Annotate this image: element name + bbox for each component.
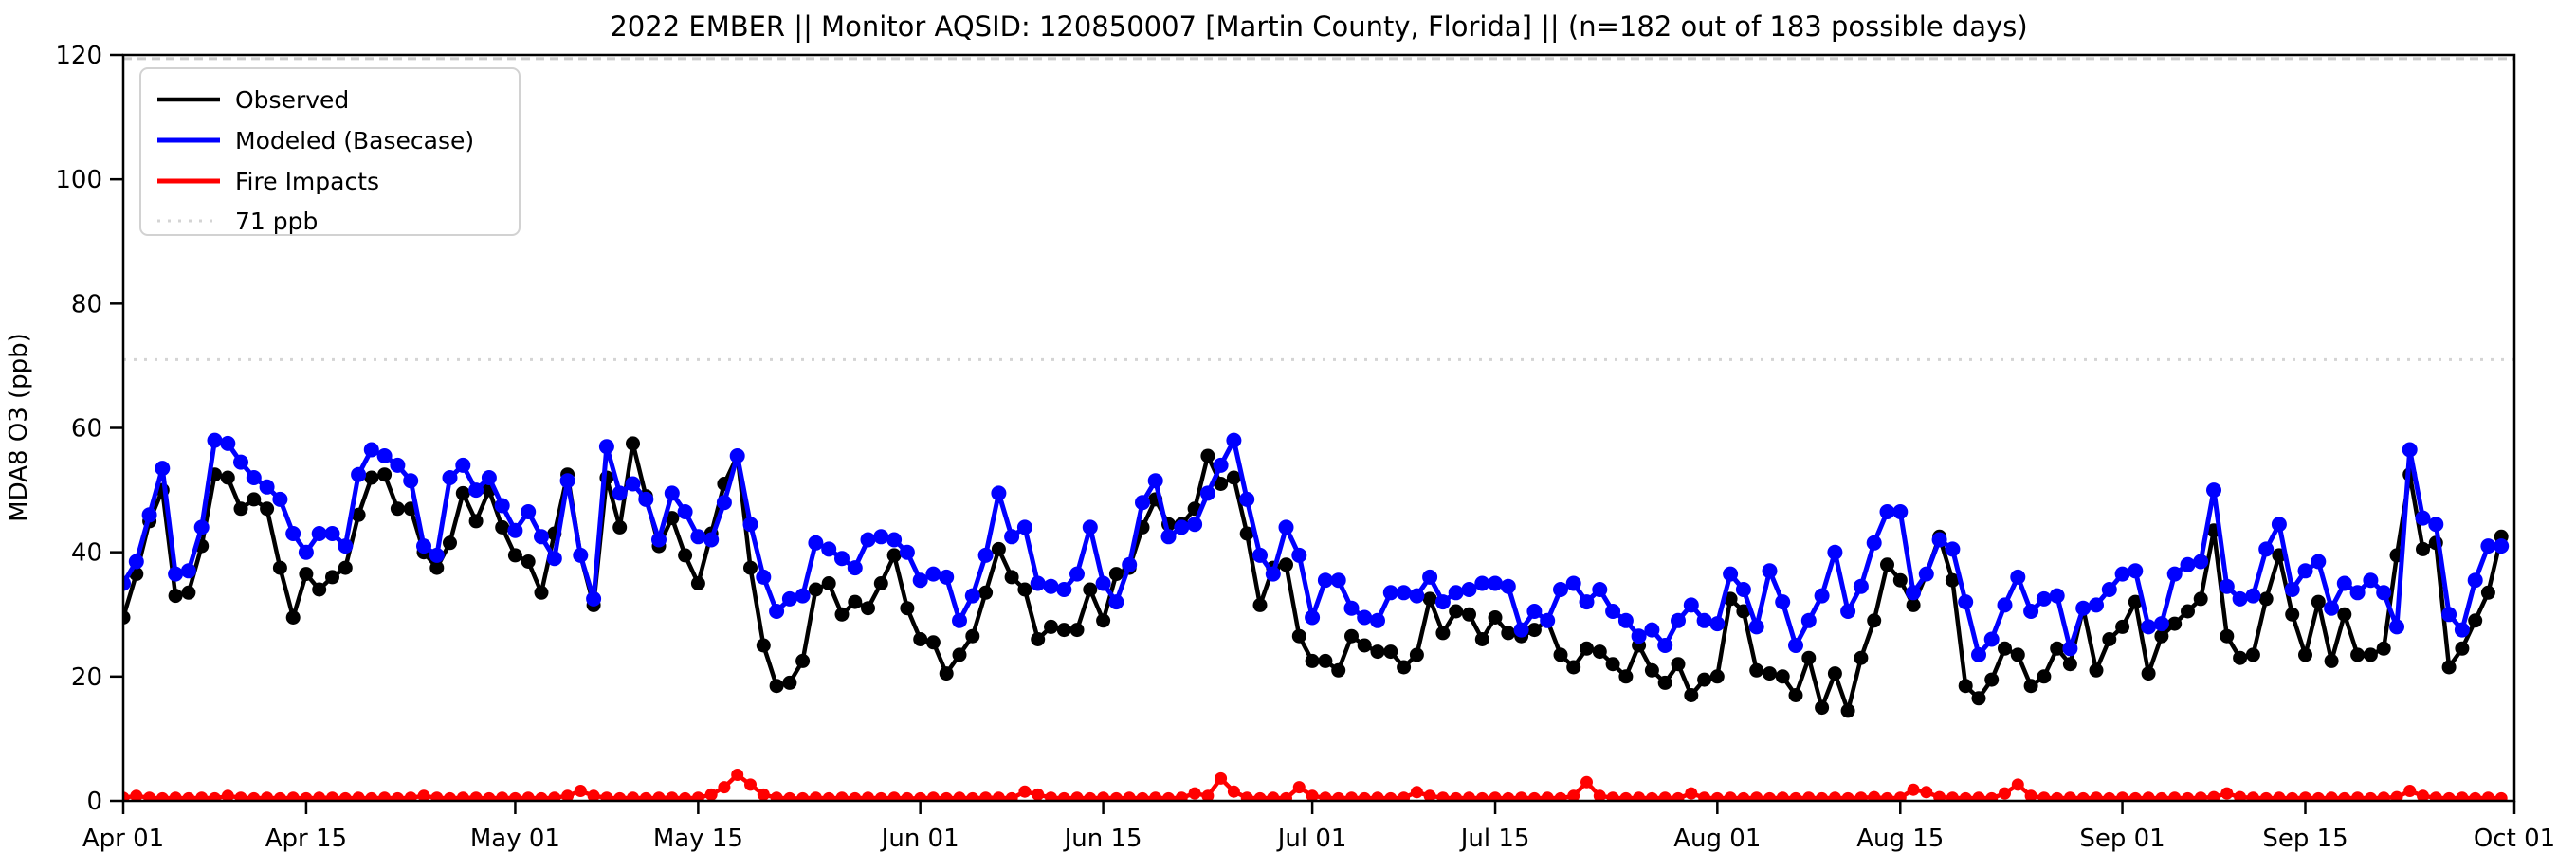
- legend: Observed Modeled (Basecase) Fire Impacts…: [139, 67, 521, 236]
- fire-impacts-series: [123, 769, 2508, 801]
- observed-series: [123, 436, 2509, 718]
- reference-lines: [123, 57, 2514, 361]
- x-tick-label: Oct 01: [2474, 825, 2555, 853]
- legend-box: [139, 67, 521, 236]
- x-tick-label: May 15: [653, 825, 743, 853]
- y-axis-label: MDA8 O3 (ppb): [5, 333, 33, 522]
- axes: 0 20 40 60 80 100 120 Apr 01 Apr 15 May 01 May 15 J…: [55, 42, 2555, 853]
- x-tick-label: Aug 15: [1856, 825, 1944, 853]
- x-tick-label: Apr 01: [82, 825, 164, 853]
- chart-title: 2022 EMBER || Monitor AQSID: 120850007 […: [610, 10, 2027, 43]
- x-tick-label: Apr 15: [265, 825, 347, 853]
- y-tick-label: 100: [55, 166, 102, 194]
- x-tick-label: Jun 15: [1063, 825, 1142, 853]
- y-tick-label: 80: [71, 290, 102, 318]
- x-tick-label: May 01: [470, 825, 560, 853]
- y-tick-label: 60: [71, 415, 102, 444]
- legend-fire-label: Fire Impacts: [235, 168, 379, 195]
- x-tick-label: Jul 01: [1276, 825, 1347, 853]
- modeled-basecase--series: [123, 432, 2510, 662]
- x-tick-label: Sep 01: [2079, 825, 2165, 853]
- x-tick-label: Sep 15: [2262, 825, 2348, 853]
- legend-71ppb-label: 71 ppb: [235, 208, 318, 235]
- legend-observed-label: Observed: [235, 86, 349, 114]
- plot-border: [121, 53, 2516, 803]
- y-tick-label: 120: [55, 42, 102, 70]
- y-tick-label: 20: [71, 663, 102, 692]
- x-tick-label: Jun 01: [880, 825, 959, 853]
- legend-modeled-label: Modeled (Basecase): [235, 127, 474, 154]
- x-tick-label: Aug 01: [1673, 825, 1761, 853]
- x-tick-label: Jul 15: [1459, 825, 1530, 853]
- y-tick-label: 40: [71, 539, 102, 568]
- y-tick-label: 0: [86, 788, 102, 816]
- data-series: [123, 432, 2510, 801]
